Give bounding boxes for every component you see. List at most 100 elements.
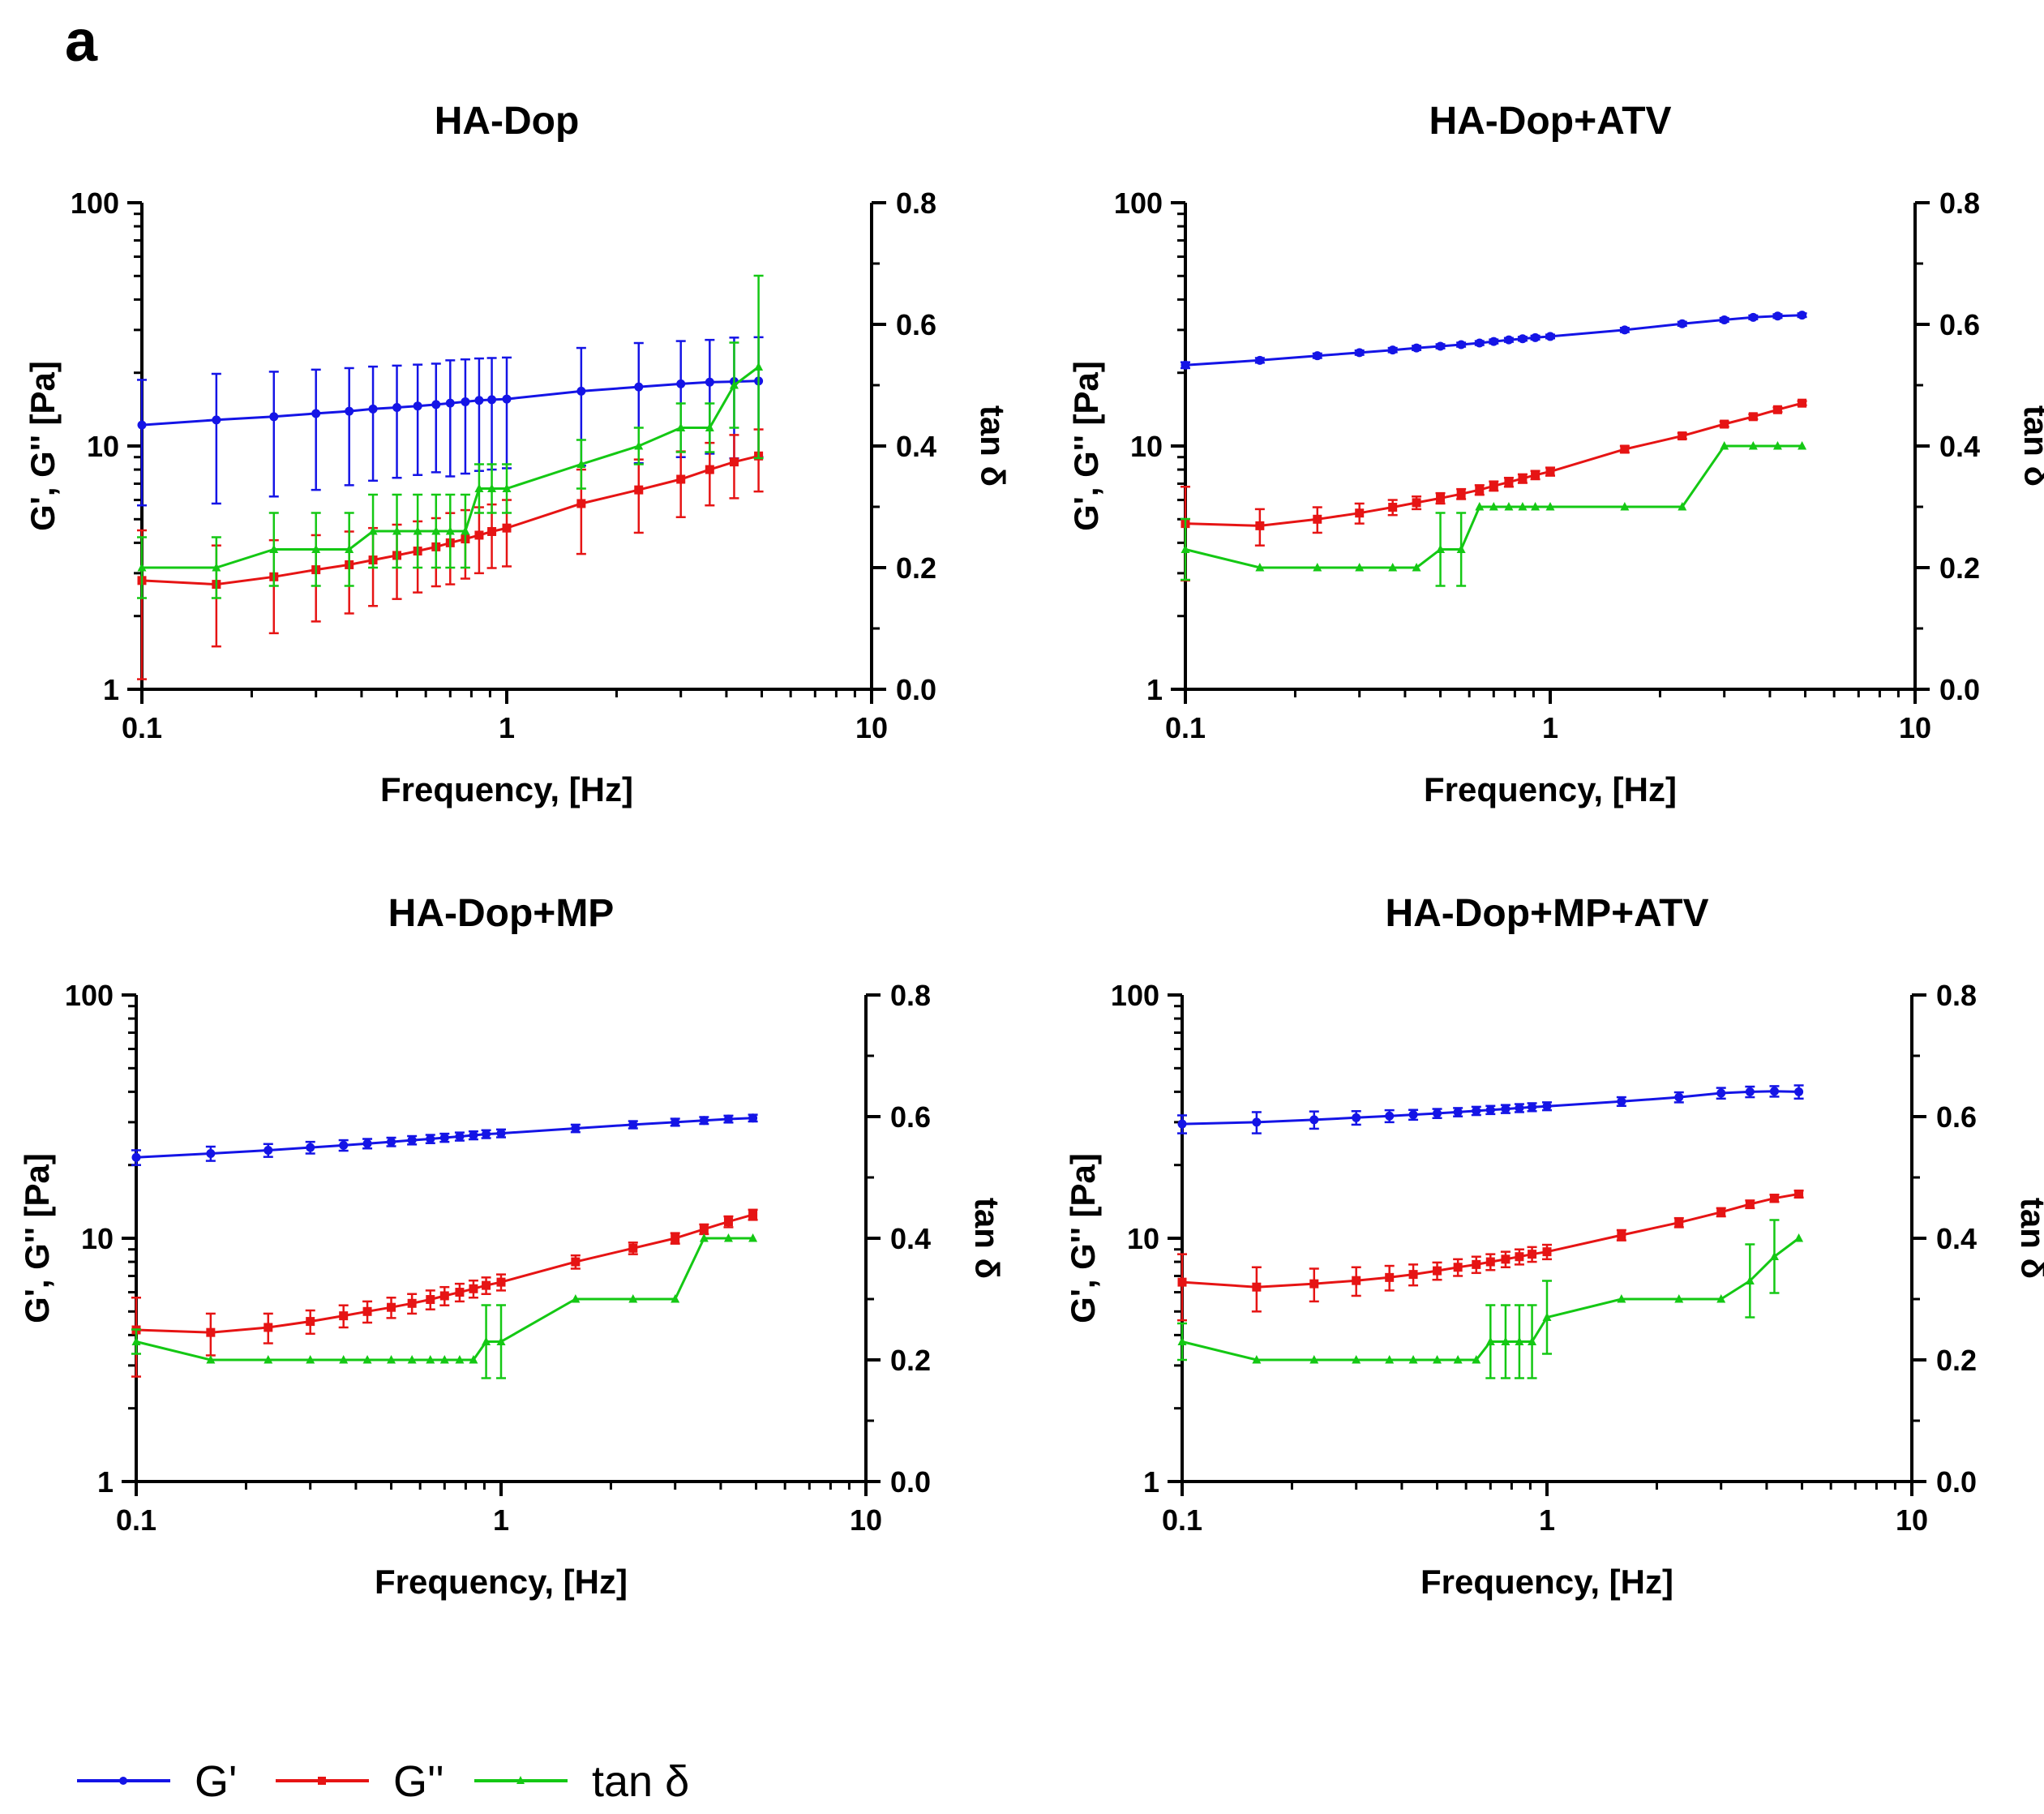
g-prime-point [206,1149,216,1159]
series-g-prime [131,1113,758,1166]
g-double-prime-point [439,1291,449,1301]
tan-delta-point [212,563,221,572]
g-double-prime-point [1475,485,1485,495]
g-prime-point [1352,1113,1361,1122]
x-tick-label: 10 [1899,711,1931,744]
tan-delta-point [1716,1294,1726,1303]
g-double-prime-point [1489,481,1498,491]
g-prime-point [368,404,378,414]
g-prime-point [407,1135,417,1145]
y2-tick-label: 0.4 [1939,430,1980,463]
g-double-prime-point [264,1323,273,1332]
g-prime-point [1501,1104,1511,1114]
tan-delta-point [1453,1355,1463,1364]
g-double-prime-point [1515,1252,1524,1262]
y2-tick-label: 0.4 [896,430,936,463]
g-double-prime-point [1177,1277,1187,1287]
g-double-prime-point [671,1233,680,1243]
tan-delta-point [723,1233,733,1242]
tan-delta-point [469,1355,478,1364]
y-tick-label: 100 [65,979,114,1012]
g-prime-point [1489,337,1498,346]
tan-delta-point [699,1233,709,1242]
g-double-prime-point [1678,431,1687,441]
y2-axis-label: tan δ [974,405,1012,487]
g-prime-point [345,406,354,416]
series-tan-delta [1181,441,1807,587]
tan-delta-point [431,526,441,535]
g-prime-point [392,402,402,412]
y2-tick-label: 0.6 [1939,308,1980,341]
x-axis-label: Frequency, [Hz] [375,1563,628,1601]
g-double-prime-point [496,1277,506,1287]
legend-item: G'' [276,1757,444,1806]
y-tick-label: 10 [81,1222,114,1255]
tan-delta-point [571,1294,581,1303]
tan-delta-point [455,1355,465,1364]
y2-tick-label: 0.8 [1939,187,1980,220]
g-double-prime-point [1355,508,1365,518]
series-g-prime [1181,311,1807,370]
g-prime-point [445,398,455,408]
g-prime-point [131,1152,141,1162]
tan-delta-point [269,544,279,553]
g-double-prime-point [1485,1257,1495,1267]
tan-delta-point [1485,1336,1495,1345]
g-double-prime-point [1617,1230,1626,1240]
tan-delta-point [1456,544,1466,553]
tan-delta-point [445,526,455,535]
y-tick-label: 100 [1111,979,1159,1012]
tan-delta-point [1798,441,1807,450]
g-prime-point [1504,335,1514,345]
g-prime-point [455,1132,465,1142]
tan-delta-point [1433,1355,1442,1364]
y-tick-label: 1 [1146,673,1163,706]
g-double-prime-point [1501,1254,1511,1264]
tan-delta-point [1674,1294,1684,1303]
g-double-prime-line [141,454,759,586]
y2-axis-label: tan δ [2017,405,2044,487]
y2-tick-label: 0.6 [1936,1100,1977,1134]
g-double-prime-point [1385,1272,1395,1282]
tan-delta-point [339,1355,349,1364]
g-prime-point [576,386,586,396]
legend-swatch-marker [119,1777,127,1785]
g-double-prime-point [1798,398,1807,408]
x-tick-label: 0.1 [1165,711,1206,744]
g-double-prime-point [729,457,739,467]
g-prime-point [1456,340,1466,350]
tan-delta-point [496,1336,506,1345]
tan-delta-point [634,441,644,450]
g-double-prime-line [135,1213,754,1334]
g-double-prime-point [1352,1276,1361,1285]
g-double-prime-point [1720,419,1729,429]
y2-tick-label: 0.0 [1936,1465,1977,1499]
g-prime-point [1542,1101,1552,1111]
g-double-prime-point [1252,1282,1262,1292]
y-tick-label: 10 [1127,1222,1159,1255]
g-prime-point [502,394,512,404]
y2-axis-label: tan δ [968,1198,1006,1279]
g-prime-point [1620,325,1630,335]
g-double-prime-point [306,1317,315,1327]
g-prime-point [269,412,279,422]
g-prime-point [387,1137,396,1147]
g-prime-point [1772,311,1782,321]
tan-delta-point [439,1355,449,1364]
tan-delta-point [1177,1336,1187,1345]
y-tick-label: 100 [1114,187,1163,220]
g-prime-point [461,397,470,406]
tan-delta-point [264,1355,273,1364]
tan-delta-point [1408,1355,1418,1364]
series-g-double-prime [1177,1189,1804,1322]
tan-delta-point [345,544,354,553]
g-prime-point [634,382,644,392]
x-tick-label: 10 [850,1503,882,1537]
g-double-prime-point [1531,470,1540,480]
g-double-prime-point [482,1280,491,1290]
legend-swatch-marker [318,1777,326,1785]
tan-delta-point [1545,502,1555,511]
tan-delta-point [407,1355,417,1364]
